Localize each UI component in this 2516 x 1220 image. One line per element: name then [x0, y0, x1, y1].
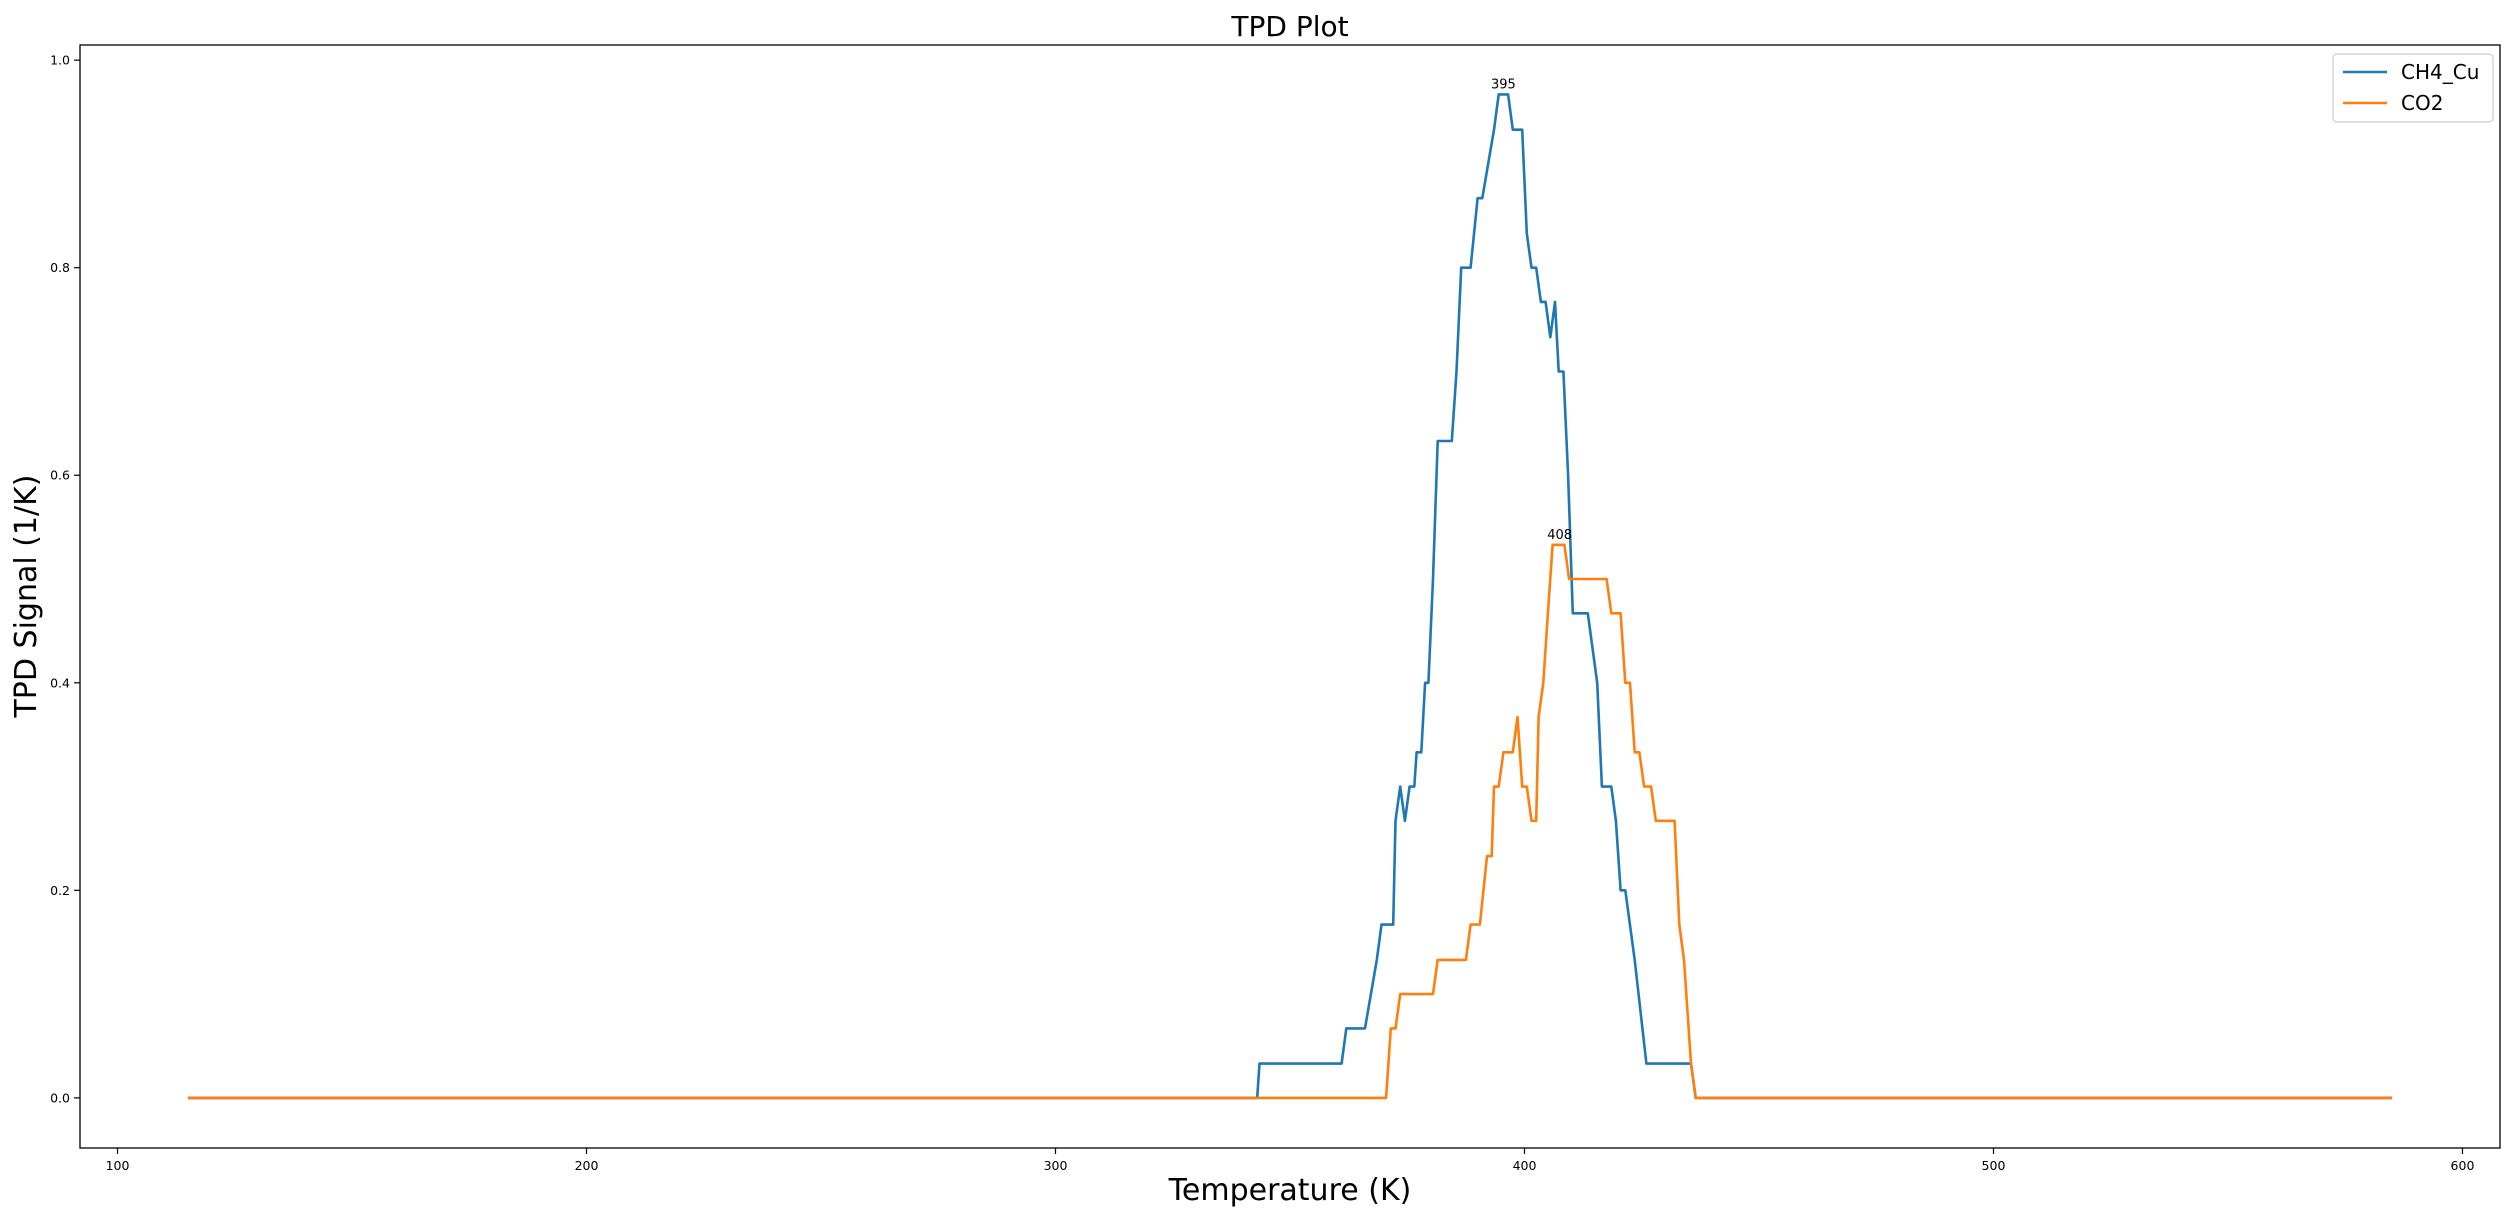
legend-label-ch4-cu: CH4_Cu	[2401, 60, 2479, 84]
x-tick-label: 400	[1513, 1158, 1537, 1173]
x-axis-title: Temperature (K)	[1168, 1173, 1412, 1208]
y-tick-label: 0.2	[50, 883, 70, 898]
peak-labels: 395 408	[1491, 77, 1572, 542]
x-tick-label: 500	[1982, 1158, 2006, 1173]
y-tick-label: 0.6	[50, 468, 70, 483]
x-tick-label: 600	[2451, 1158, 2475, 1173]
plot-frame	[79, 44, 2501, 1149]
chart-title: TPD Plot	[1230, 10, 1348, 43]
peak-label-co2: 408	[1547, 528, 1572, 543]
x-axis: 100 200 300 400 500 600	[106, 1148, 2475, 1173]
y-tick-label: 0.8	[50, 260, 70, 275]
y-axis: 0.0 0.2 0.4 0.6 0.8 1.0	[50, 53, 80, 1105]
y-tick-label: 0.0	[50, 1090, 70, 1105]
legend-label-co2: CO2	[2401, 91, 2443, 115]
series-line-ch4-cu	[187, 93, 2393, 1100]
series-layer	[187, 93, 2393, 1100]
series-line-co2	[187, 543, 2393, 1100]
x-tick-label: 300	[1044, 1158, 1068, 1173]
y-tick-label: 1.0	[50, 53, 70, 68]
y-tick-label: 0.4	[50, 675, 70, 690]
plot-area	[80, 45, 2500, 1148]
peak-label-ch4-cu: 395	[1491, 77, 1516, 92]
y-axis-title: TPD Signal (1/K)	[9, 474, 44, 718]
legend: CH4_Cu CO2	[2332, 53, 2494, 123]
x-tick-label: 200	[575, 1158, 599, 1173]
x-tick-label: 100	[106, 1158, 130, 1173]
